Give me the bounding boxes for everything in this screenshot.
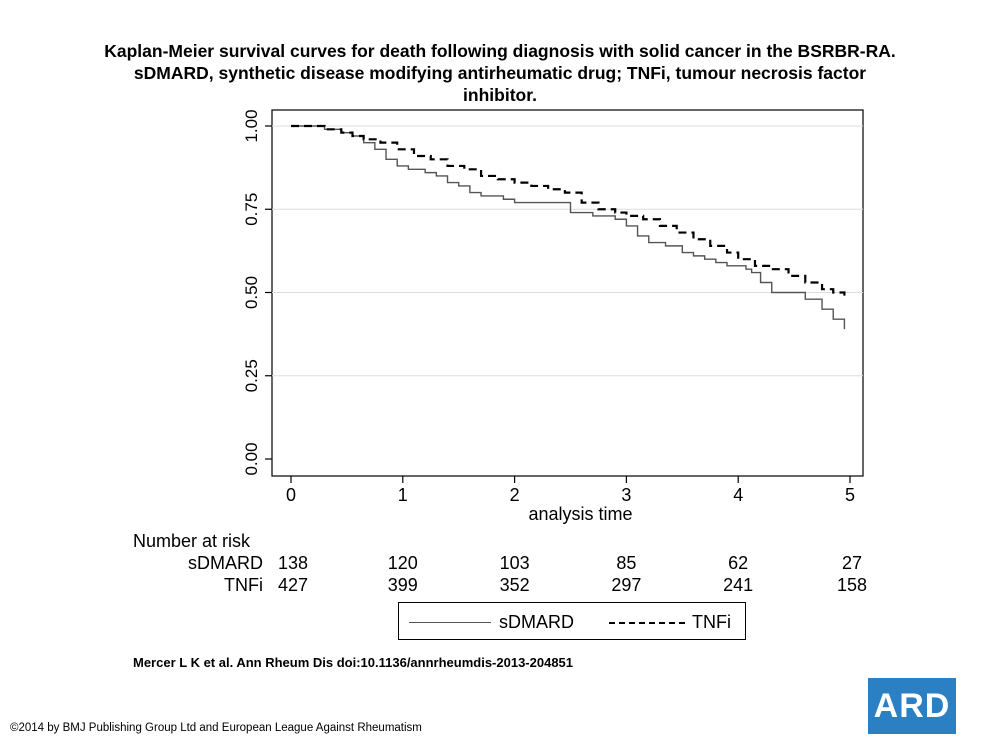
risk-count: 352 bbox=[499, 575, 530, 595]
risk-count: 158 bbox=[836, 575, 868, 595]
x-tick-label: 4 bbox=[733, 485, 743, 505]
legend-label-tnfi: TNFi bbox=[692, 612, 731, 632]
citation: Mercer L K et al. Ann Rheum Dis doi:10.1… bbox=[133, 655, 574, 670]
ard-logo: ARD bbox=[868, 678, 956, 734]
title-line-3: inhibitor. bbox=[463, 85, 537, 105]
risk-count: 27 bbox=[841, 553, 863, 573]
y-tick-label: 0.25 bbox=[242, 359, 261, 392]
series-line-tnfi bbox=[291, 124, 846, 300]
title-line-2: sDMARD, synthetic disease modifying anti… bbox=[133, 63, 867, 83]
series-line-sdmard bbox=[291, 125, 846, 330]
risk-count: 103 bbox=[499, 553, 530, 573]
y-tick-label: 1.00 bbox=[242, 109, 261, 142]
copyright: ©2014 by BMJ Publishing Group Ltd and Eu… bbox=[10, 722, 422, 734]
risk-row-label: sDMARD bbox=[188, 553, 263, 573]
risk-count: 297 bbox=[611, 575, 642, 595]
legend: sDMARD TNFi bbox=[398, 602, 746, 640]
x-tick-label: 1 bbox=[398, 485, 408, 505]
risk-count: 399 bbox=[387, 575, 418, 595]
title-line-1: Kaplan-Meier survival curves for death f… bbox=[104, 41, 896, 61]
risk-count: 120 bbox=[387, 553, 418, 573]
legend-solid-line bbox=[409, 622, 491, 623]
x-tick-label: 0 bbox=[286, 485, 296, 505]
x-tick-label: 5 bbox=[845, 485, 855, 505]
x-tick-label: 3 bbox=[621, 485, 631, 505]
x-tick-label: 2 bbox=[510, 485, 520, 505]
y-tick-label: 0.00 bbox=[242, 442, 261, 475]
risk-count: 241 bbox=[723, 575, 754, 595]
legend-dashed-line bbox=[609, 622, 685, 624]
y-tick-label: 0.75 bbox=[242, 193, 261, 226]
y-tick-label: 0.50 bbox=[242, 276, 261, 309]
risk-count: 427 bbox=[277, 575, 309, 595]
chart-title: Kaplan-Meier survival curves for death f… bbox=[20, 40, 980, 106]
risk-count: 138 bbox=[277, 553, 309, 573]
risk-count: 62 bbox=[728, 553, 749, 573]
x-axis-label: analysis time bbox=[528, 504, 632, 524]
legend-label-sdmard: sDMARD bbox=[499, 612, 574, 632]
risk-row-label: TNFi bbox=[224, 575, 263, 595]
risk-count: 85 bbox=[616, 553, 637, 573]
risk-table-header: Number at risk bbox=[133, 531, 251, 551]
